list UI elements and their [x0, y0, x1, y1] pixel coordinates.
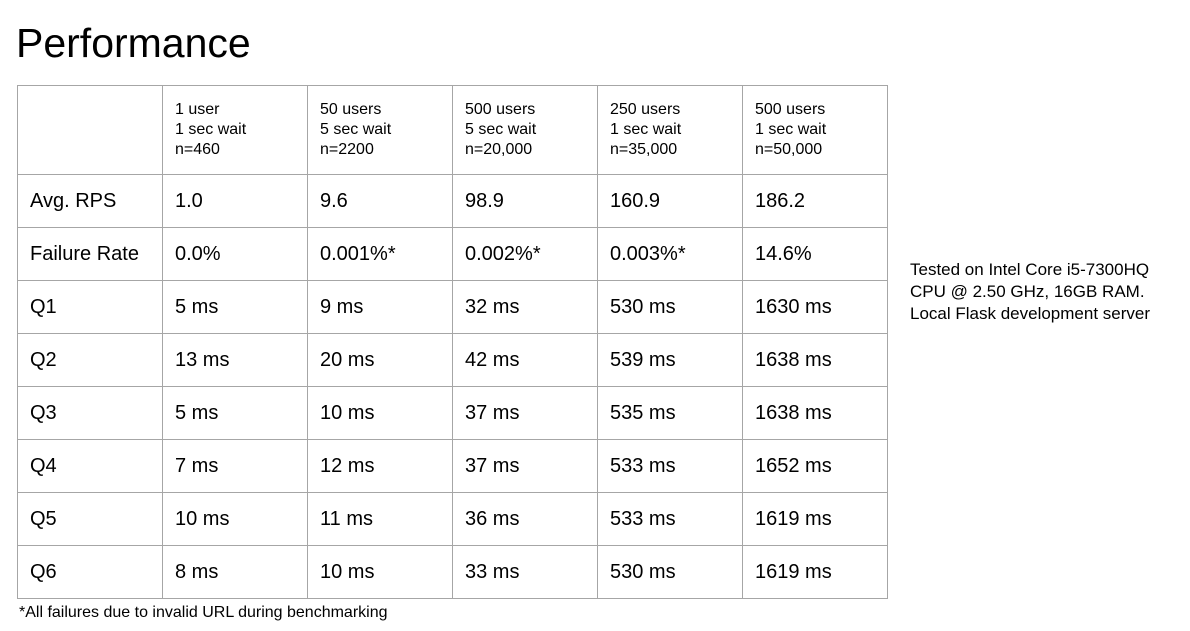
table-cell: 1638 ms [742, 333, 888, 387]
column-header-line: 1 sec wait [755, 121, 827, 138]
table-cell: 9 ms [307, 280, 453, 334]
row-label: Failure Rate [17, 227, 163, 281]
table-cell: 160.9 [597, 174, 743, 228]
table-cell: 1652 ms [742, 439, 888, 493]
table-cell: 530 ms [597, 545, 743, 599]
table-cell: 1619 ms [742, 545, 888, 599]
table-cell: 10 ms [307, 545, 453, 599]
table-corner-cell [17, 85, 163, 175]
table-cell: 5 ms [162, 386, 308, 440]
table-header-row: 1 user 1 sec wait n=460 50 users 5 sec wait n… [17, 85, 888, 175]
table-cell: 1630 ms [742, 280, 888, 334]
column-header-line: 500 users [465, 101, 536, 118]
table-cell: 0.003%* [597, 227, 743, 281]
table-cell: 5 ms [162, 280, 308, 334]
table-cell: 0.002%* [452, 227, 598, 281]
table-cell: 98.9 [452, 174, 598, 228]
table-cell: 32 ms [452, 280, 598, 334]
column-header-line: n=460 [175, 141, 220, 158]
column-header-line: 5 sec wait [320, 121, 392, 138]
row-label: Avg. RPS [17, 174, 163, 228]
table-cell: 1638 ms [742, 386, 888, 440]
row-label: Q5 [17, 492, 163, 546]
row-label: Q4 [17, 439, 163, 493]
table-row: Avg. RPS 1.0 9.6 98.9 160.9 186.2 [17, 174, 888, 228]
table-cell: 533 ms [597, 439, 743, 493]
table-cell: 535 ms [597, 386, 743, 440]
table-cell: 1.0 [162, 174, 308, 228]
table-cell: 1619 ms [742, 492, 888, 546]
table-cell: 33 ms [452, 545, 598, 599]
column-header-line: 50 users [320, 101, 382, 118]
column-header: 500 users 5 sec wait n=20,000 [452, 85, 598, 175]
table-cell: 10 ms [162, 492, 308, 546]
row-label: Q6 [17, 545, 163, 599]
note-line: Local Flask development server [910, 304, 1151, 323]
test-environment-note: Tested on Intel Core i5-7300HQ CPU @ 2.5… [910, 259, 1150, 325]
table-cell: 20 ms [307, 333, 453, 387]
row-label: Q2 [17, 333, 163, 387]
note-line: Tested on Intel Core i5-7300HQ [910, 260, 1150, 279]
table-cell: 12 ms [307, 439, 453, 493]
table-cell: 13 ms [162, 333, 308, 387]
table-row: Q1 5 ms 9 ms 32 ms 530 ms 1630 ms [17, 280, 888, 334]
table-cell: 42 ms [452, 333, 598, 387]
table-cell: 0.001%* [307, 227, 453, 281]
table-row: Q4 7 ms 12 ms 37 ms 533 ms 1652 ms [17, 439, 888, 493]
table-cell: 0.0% [162, 227, 308, 281]
row-label: Q1 [17, 280, 163, 334]
page-title: Performance [16, 20, 251, 66]
column-header: 50 users 5 sec wait n=2200 [307, 85, 453, 175]
column-header: 250 users 1 sec wait n=35,000 [597, 85, 743, 175]
table-row: Q5 10 ms 11 ms 36 ms 533 ms 1619 ms [17, 492, 888, 546]
column-header-line: n=35,000 [610, 141, 678, 158]
table-cell: 539 ms [597, 333, 743, 387]
note-line: CPU @ 2.50 GHz, 16GB RAM. [910, 282, 1145, 301]
column-header-line: 5 sec wait [465, 121, 537, 138]
column-header-line: n=2200 [320, 141, 374, 158]
table-cell: 37 ms [452, 386, 598, 440]
table-cell: 8 ms [162, 545, 308, 599]
row-label: Q3 [17, 386, 163, 440]
column-header: 1 user 1 sec wait n=460 [162, 85, 308, 175]
table-cell: 186.2 [742, 174, 888, 228]
column-header-line: n=20,000 [465, 141, 533, 158]
table-cell: 36 ms [452, 492, 598, 546]
column-header-line: 500 users [755, 101, 826, 118]
table-cell: 14.6% [742, 227, 888, 281]
column-header-line: n=50,000 [755, 141, 823, 158]
column-header-line: 250 users [610, 101, 681, 118]
column-header-line: 1 user [175, 101, 220, 118]
table-row: Q2 13 ms 20 ms 42 ms 539 ms 1638 ms [17, 333, 888, 387]
table-cell: 10 ms [307, 386, 453, 440]
table-cell: 533 ms [597, 492, 743, 546]
column-header-line: 1 sec wait [175, 121, 247, 138]
table-row: Failure Rate 0.0% 0.001%* 0.002%* 0.003%* 14.… [17, 227, 888, 281]
table-row: Q3 5 ms 10 ms 37 ms 535 ms 1638 ms [17, 386, 888, 440]
table-cell: 11 ms [307, 492, 453, 546]
table-cell: 7 ms [162, 439, 308, 493]
table-row: Q6 8 ms 10 ms 33 ms 530 ms 1619 ms [17, 545, 888, 599]
column-header: 500 users 1 sec wait n=50,000 [742, 85, 888, 175]
table-cell: 530 ms [597, 280, 743, 334]
column-header-line: 1 sec wait [610, 121, 682, 138]
table-cell: 37 ms [452, 439, 598, 493]
footnote: *All failures due to invalid URL during … [19, 604, 388, 621]
performance-table: 1 user 1 sec wait n=460 50 users 5 sec wait n… [17, 85, 888, 599]
table-cell: 9.6 [307, 174, 453, 228]
